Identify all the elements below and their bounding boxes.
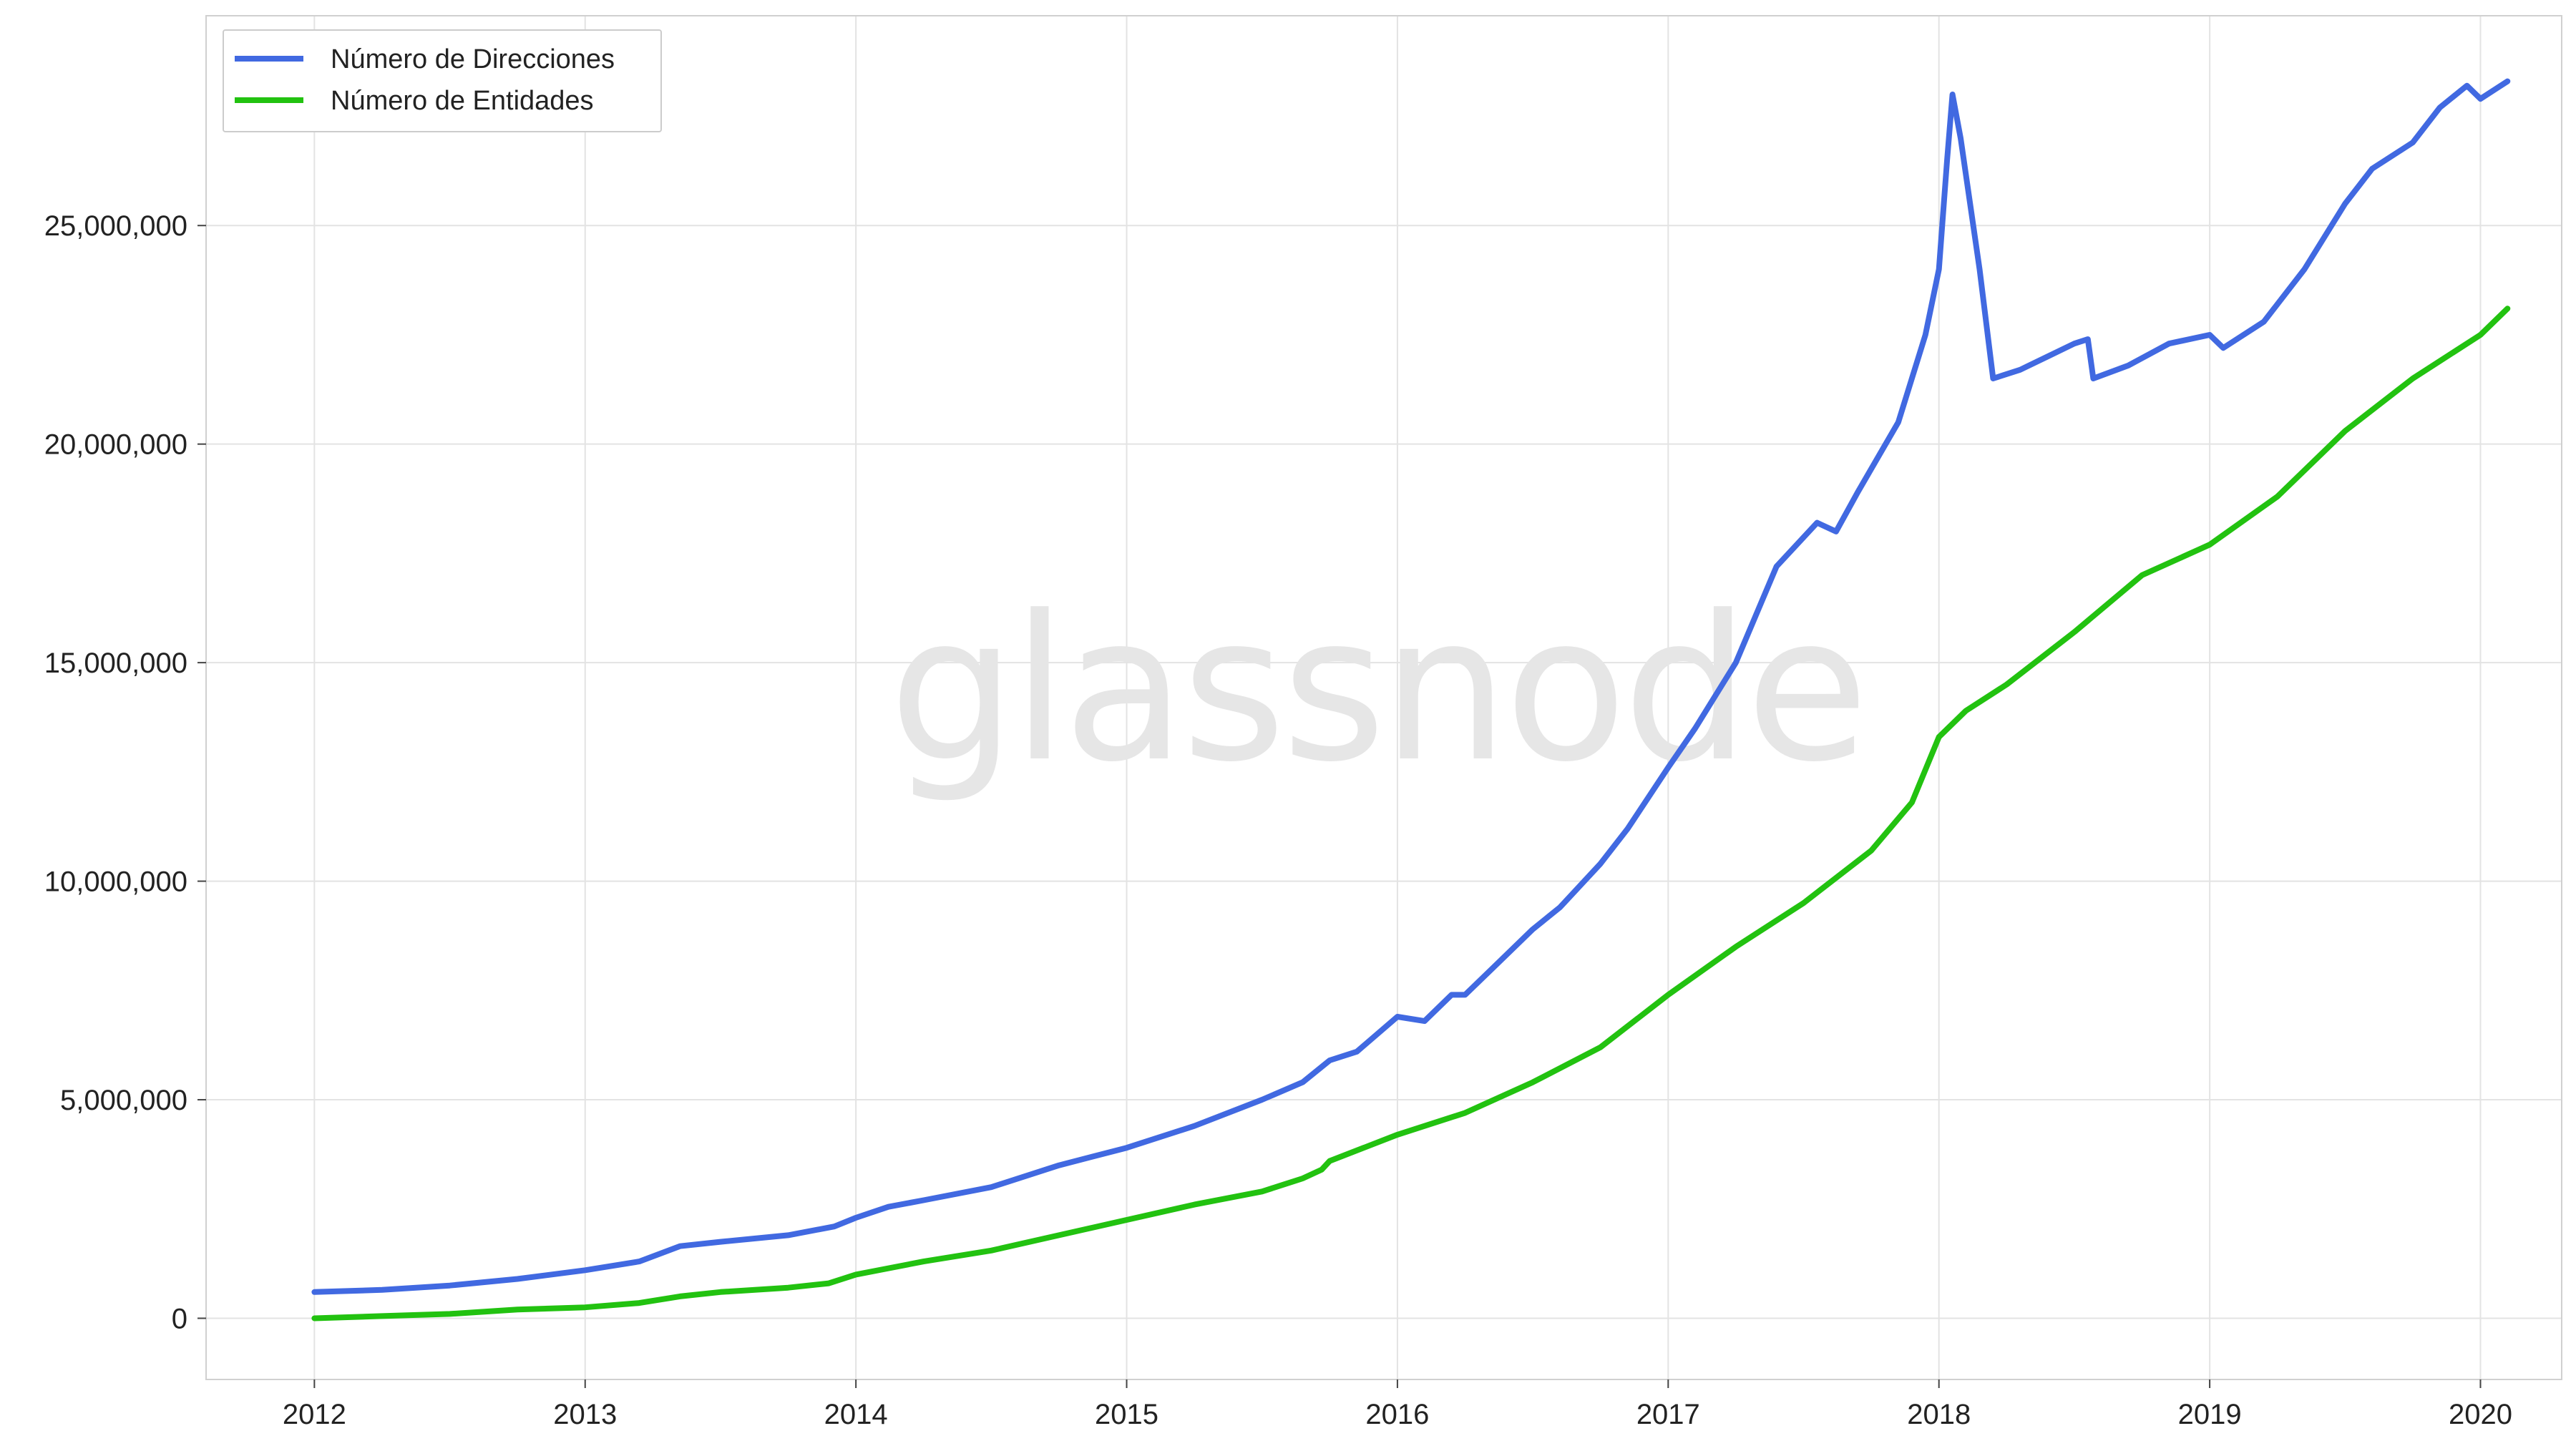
- x-tick-label: 2012: [283, 1399, 346, 1430]
- x-tick-label: 2018: [1907, 1399, 1971, 1430]
- y-tick-label: 25,000,000: [44, 210, 187, 242]
- y-tick-label: 0: [172, 1303, 187, 1334]
- legend-label: Número de Direcciones: [331, 44, 615, 74]
- legend: Número de Direcciones Número de Entidades: [223, 29, 662, 132]
- x-tick-label: 2013: [553, 1399, 617, 1430]
- x-tick-label: 2015: [1095, 1399, 1158, 1430]
- y-tick-label: 15,000,000: [44, 648, 187, 679]
- y-tick-label: 10,000,000: [44, 866, 187, 898]
- legend-label: Número de Entidades: [331, 86, 594, 116]
- series-line-2: [311, 306, 2511, 1322]
- plot-frame: [205, 15, 2562, 1380]
- x-tick-label: 2019: [2178, 1399, 2242, 1430]
- legend-box: [223, 29, 662, 132]
- series-line-1: [311, 78, 2511, 1295]
- x-tick-label: 2020: [2449, 1399, 2512, 1430]
- y-tick-label: 5,000,000: [60, 1085, 187, 1116]
- grid-lines: [206, 16, 2562, 1379]
- x-tick-label: 2017: [1636, 1399, 1700, 1430]
- x-tick-label: 2016: [1365, 1399, 1429, 1430]
- tick-labels: 2012 2013 2014 2015 2016 2017 2018 2019 2020 0 5,0…: [44, 210, 2512, 1430]
- y-tick-label: 20,000,000: [44, 429, 187, 461]
- x-tick-label: 2014: [824, 1399, 888, 1430]
- series-group: [311, 78, 2511, 1322]
- watermark-text: glassnode: [889, 573, 1865, 806]
